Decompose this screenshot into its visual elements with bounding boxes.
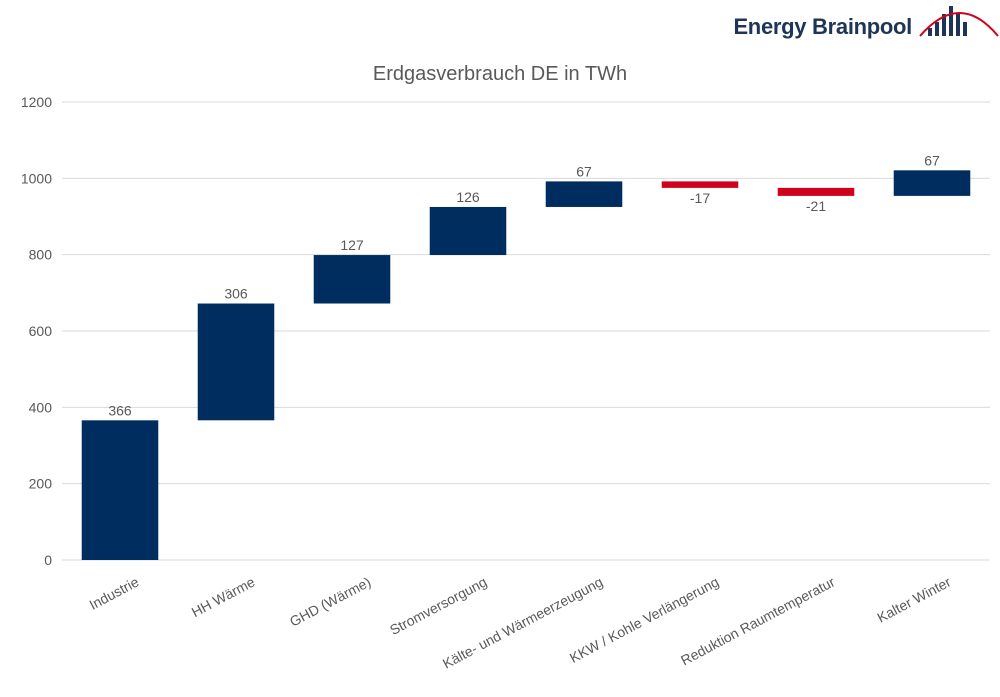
bar [313,255,391,304]
y-tick-label: 200 [29,476,53,492]
y-tick-label: 600 [29,323,53,339]
bar [777,187,855,196]
bar [893,170,971,196]
bars [81,170,971,560]
logo-bar [928,28,932,36]
data-label: 67 [924,152,940,168]
logo-bar [956,14,960,36]
chart-title: Erdgasverbrauch DE in TWh [373,63,627,85]
x-tick-label: Stromversorgung [387,574,489,639]
data-label: -17 [690,190,710,206]
data-label: 67 [576,163,592,179]
logo-bar [949,6,953,36]
logo-bar [935,22,939,36]
y-tick-label: 800 [29,247,53,263]
data-label: -21 [806,198,826,214]
bar [197,303,275,421]
logo-bar [942,14,946,36]
x-tick-label: HH Wärme [189,573,258,620]
brand-logo-icon [919,6,999,37]
x-tick-label: Industrie [86,573,141,612]
data-label: 366 [108,402,132,418]
bar [429,206,507,256]
data-label: 127 [340,237,364,253]
y-tick-label: 1200 [21,94,52,110]
data-labels: 366 306 127 126 67 -17 -21 67 [108,152,940,418]
brand-logo-text: Energy Brainpool [733,14,912,39]
x-axis: Industrie HH Wärme GHD (Wärme) Stromversorg… [86,573,953,671]
bar [81,420,159,560]
logo-arc [919,12,999,37]
y-axis: 0 200 400 600 800 1000 1200 [21,94,52,568]
logo-bar [963,22,967,36]
data-label: 126 [456,189,480,205]
bar [545,181,623,207]
x-tick-label: GHD (Wärme) [287,574,373,630]
gridlines [62,101,990,561]
y-tick-label: 1000 [21,170,52,186]
data-label: 306 [224,286,248,302]
x-tick-label: Kalter Winter [874,573,953,625]
bar [661,181,739,188]
y-tick-label: 0 [44,552,52,568]
y-tick-label: 400 [29,399,53,415]
